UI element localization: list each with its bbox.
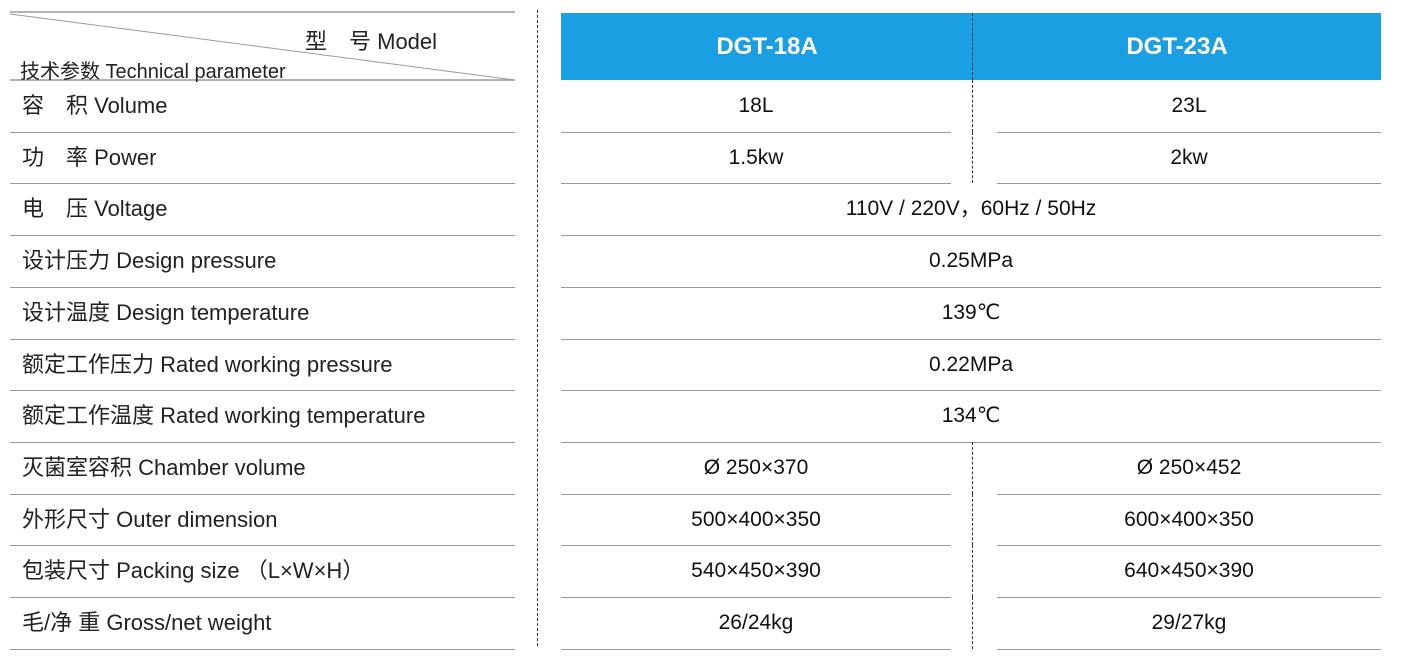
row-label: 额定工作压力 Rated working pressure	[22, 351, 393, 377]
model-label: 型 号 Model	[305, 29, 438, 54]
cell-value: 540×450×390	[691, 559, 821, 583]
cell-value: 1.5kw	[728, 145, 784, 169]
row-label: 额定工作温度 Rated working temperature	[22, 403, 426, 429]
row-label: 毛/净 重 Gross/net weight	[22, 610, 272, 635]
cell-value: 18L	[738, 94, 774, 117]
cell-value: 640×450×390	[1124, 559, 1254, 583]
row-line	[10, 493, 515, 495]
cell-divider	[972, 493, 973, 546]
cell-value: 500×400×350	[691, 507, 821, 531]
cell-divider	[972, 545, 973, 597]
row-label: 灭菌室容积 Chamber volume	[22, 454, 306, 480]
header-diagonal	[9, 11, 516, 81]
cell-line	[997, 545, 1381, 547]
cell-value: 23L	[1171, 94, 1207, 117]
cell-value: 110V / 220V，60Hz / 50Hz	[845, 197, 1097, 221]
cell-value: 26/24kg	[718, 611, 794, 634]
cell-line	[561, 390, 1381, 392]
row-line	[10, 597, 515, 598]
cell-divider	[972, 597, 973, 649]
cell-line	[561, 493, 951, 495]
row-line	[10, 441, 515, 443]
cell-line	[561, 545, 951, 547]
cell-value: 139℃	[941, 300, 1001, 324]
row-line	[10, 390, 515, 392]
row-label: 外形尺寸 Outer dimension	[22, 506, 278, 532]
cell-line	[561, 441, 1381, 443]
row-label: 功 率 Power	[22, 144, 157, 170]
param-label: 技术参数 Technical parameter	[20, 61, 286, 83]
row-line	[10, 131, 515, 133]
cell-value: Ø 250×370	[703, 455, 809, 479]
row-line	[10, 286, 515, 288]
cell-line	[997, 183, 1381, 185]
row-line	[10, 648, 515, 650]
cell-line	[561, 131, 951, 133]
row-line	[10, 235, 515, 237]
header-divider	[972, 13, 973, 80]
cell-line	[997, 648, 1381, 650]
row-line	[10, 183, 515, 185]
row-label: 容 积 Volume	[22, 93, 168, 118]
row-line	[10, 545, 515, 547]
cell-value: 600×400×350	[1124, 507, 1254, 531]
cell-line	[997, 597, 1381, 598]
row-line	[10, 338, 515, 340]
model-header: DGT-18A	[561, 13, 973, 80]
cell-value: 134℃	[941, 404, 1001, 428]
row-label: 电 压 Voltage	[22, 196, 168, 222]
cell-value: 2kw	[1170, 145, 1208, 169]
cell-divider	[972, 131, 973, 184]
row-label: 设计温度 Design temperature	[22, 299, 310, 325]
cell-line	[561, 597, 951, 598]
cell-line	[561, 183, 951, 185]
cell-line	[997, 131, 1381, 133]
cell-value: 29/27kg	[1151, 611, 1227, 634]
cell-value: Ø 250×452	[1136, 455, 1242, 479]
cell-line	[561, 235, 1381, 237]
row-label: 包装尺寸 Packing size （L×W×H）	[22, 558, 365, 584]
cell-line	[997, 493, 1381, 495]
cell-value: 0.22MPa	[928, 352, 1014, 376]
model-header: DGT-23A	[973, 13, 1381, 80]
cell-divider	[972, 80, 973, 132]
cell-line	[561, 338, 1381, 340]
cell-line	[561, 648, 951, 650]
cell-value: 0.25MPa	[928, 249, 1014, 273]
cell-line	[561, 286, 1381, 288]
row-label: 设计压力 Design pressure	[22, 248, 277, 274]
cell-divider	[972, 441, 973, 494]
separator	[537, 10, 538, 646]
